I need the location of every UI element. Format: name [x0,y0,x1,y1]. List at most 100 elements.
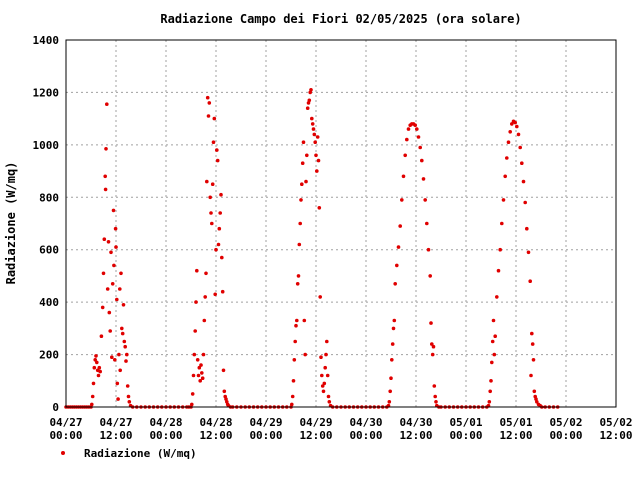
data-point [103,174,107,179]
data-point [214,247,218,252]
data-point [401,174,406,179]
data-point [211,140,216,144]
data-point [421,177,426,181]
data-point [531,358,536,362]
data-point [106,240,111,244]
data-point [125,384,130,388]
data-point [396,245,401,249]
data-point [107,310,112,315]
data-point [102,237,107,241]
data-point [321,389,326,394]
data-point [208,195,212,200]
data-point [490,339,495,344]
data-point [491,318,496,323]
data-point [110,282,115,286]
data-point [215,158,220,163]
data-point [326,394,331,399]
data-point [293,339,298,344]
x-tick-time: 12:00 [399,429,432,442]
data-point [219,192,223,197]
data-point [496,268,501,273]
data-point [303,352,308,357]
data-point [432,384,437,388]
data-point [403,153,408,158]
data-point [105,102,109,106]
data-point [105,287,110,291]
data-point [90,402,94,407]
data-point [490,360,494,365]
data-point [487,400,492,404]
x-tick-time: 00:00 [349,429,382,442]
y-tick-label: 400 [39,296,59,309]
x-tick-date: 04/30 [399,416,432,429]
data-point [318,295,323,299]
data-point [423,198,428,202]
data-point [294,323,298,328]
data-point [109,250,113,255]
x-tick-date: 05/02 [599,416,632,429]
y-tick-label: 800 [39,191,59,204]
data-point [307,98,312,103]
data-point [325,339,329,344]
data-point [210,221,214,226]
grid-layer [66,40,616,407]
y-tick-label: 1000 [33,139,60,152]
chart-title: Radiazione Campo dei Fiori 02/05/2025 (o… [160,12,521,26]
data-point [501,198,506,202]
x-tick-time: 00:00 [449,429,482,442]
x-tick-time: 12:00 [199,429,232,442]
data-point [317,206,322,210]
data-point [327,400,332,404]
data-point [528,279,532,284]
y-tick-label: 600 [39,244,59,257]
data-point [495,295,499,299]
data-point [104,147,108,151]
legend: Radiazione (W/mq) [61,447,197,460]
data-point [108,329,112,333]
data-point [508,130,512,134]
data-point [415,127,419,131]
data-point [221,368,226,373]
data-point [505,156,509,160]
data-point [94,354,98,358]
data-point [218,211,222,215]
data-point [413,123,418,127]
data-point [290,402,294,407]
data-point [390,358,394,362]
data-point [98,369,102,374]
data-point [120,331,125,336]
data-point [492,352,497,357]
legend-marker [61,451,65,455]
data-point [110,355,114,360]
data-point [115,297,119,302]
x-tick-date: 04/30 [349,416,382,429]
data-point [520,161,524,165]
data-point [429,321,433,325]
data-point [200,376,205,381]
y-tick-label: 1200 [33,86,60,99]
data-point [387,400,392,404]
data-point [198,379,202,383]
data-point [203,295,207,299]
data-point [222,389,227,394]
x-tick-time: 00:00 [49,429,82,442]
data-point [314,153,318,158]
data-point [518,145,522,150]
data-point [529,373,533,378]
data-point [523,200,527,205]
data-point [196,373,201,378]
x-tick-time: 12:00 [99,429,132,442]
data-point [305,106,310,110]
data-point [92,365,97,370]
data-point [216,242,221,247]
data-point [489,379,493,383]
data-point [217,226,222,231]
data-point [406,127,411,131]
data-point [213,292,217,297]
data-point [488,389,493,394]
data-point [215,148,219,152]
data-point [123,344,127,349]
data-point [126,394,131,399]
data-point [493,334,498,339]
